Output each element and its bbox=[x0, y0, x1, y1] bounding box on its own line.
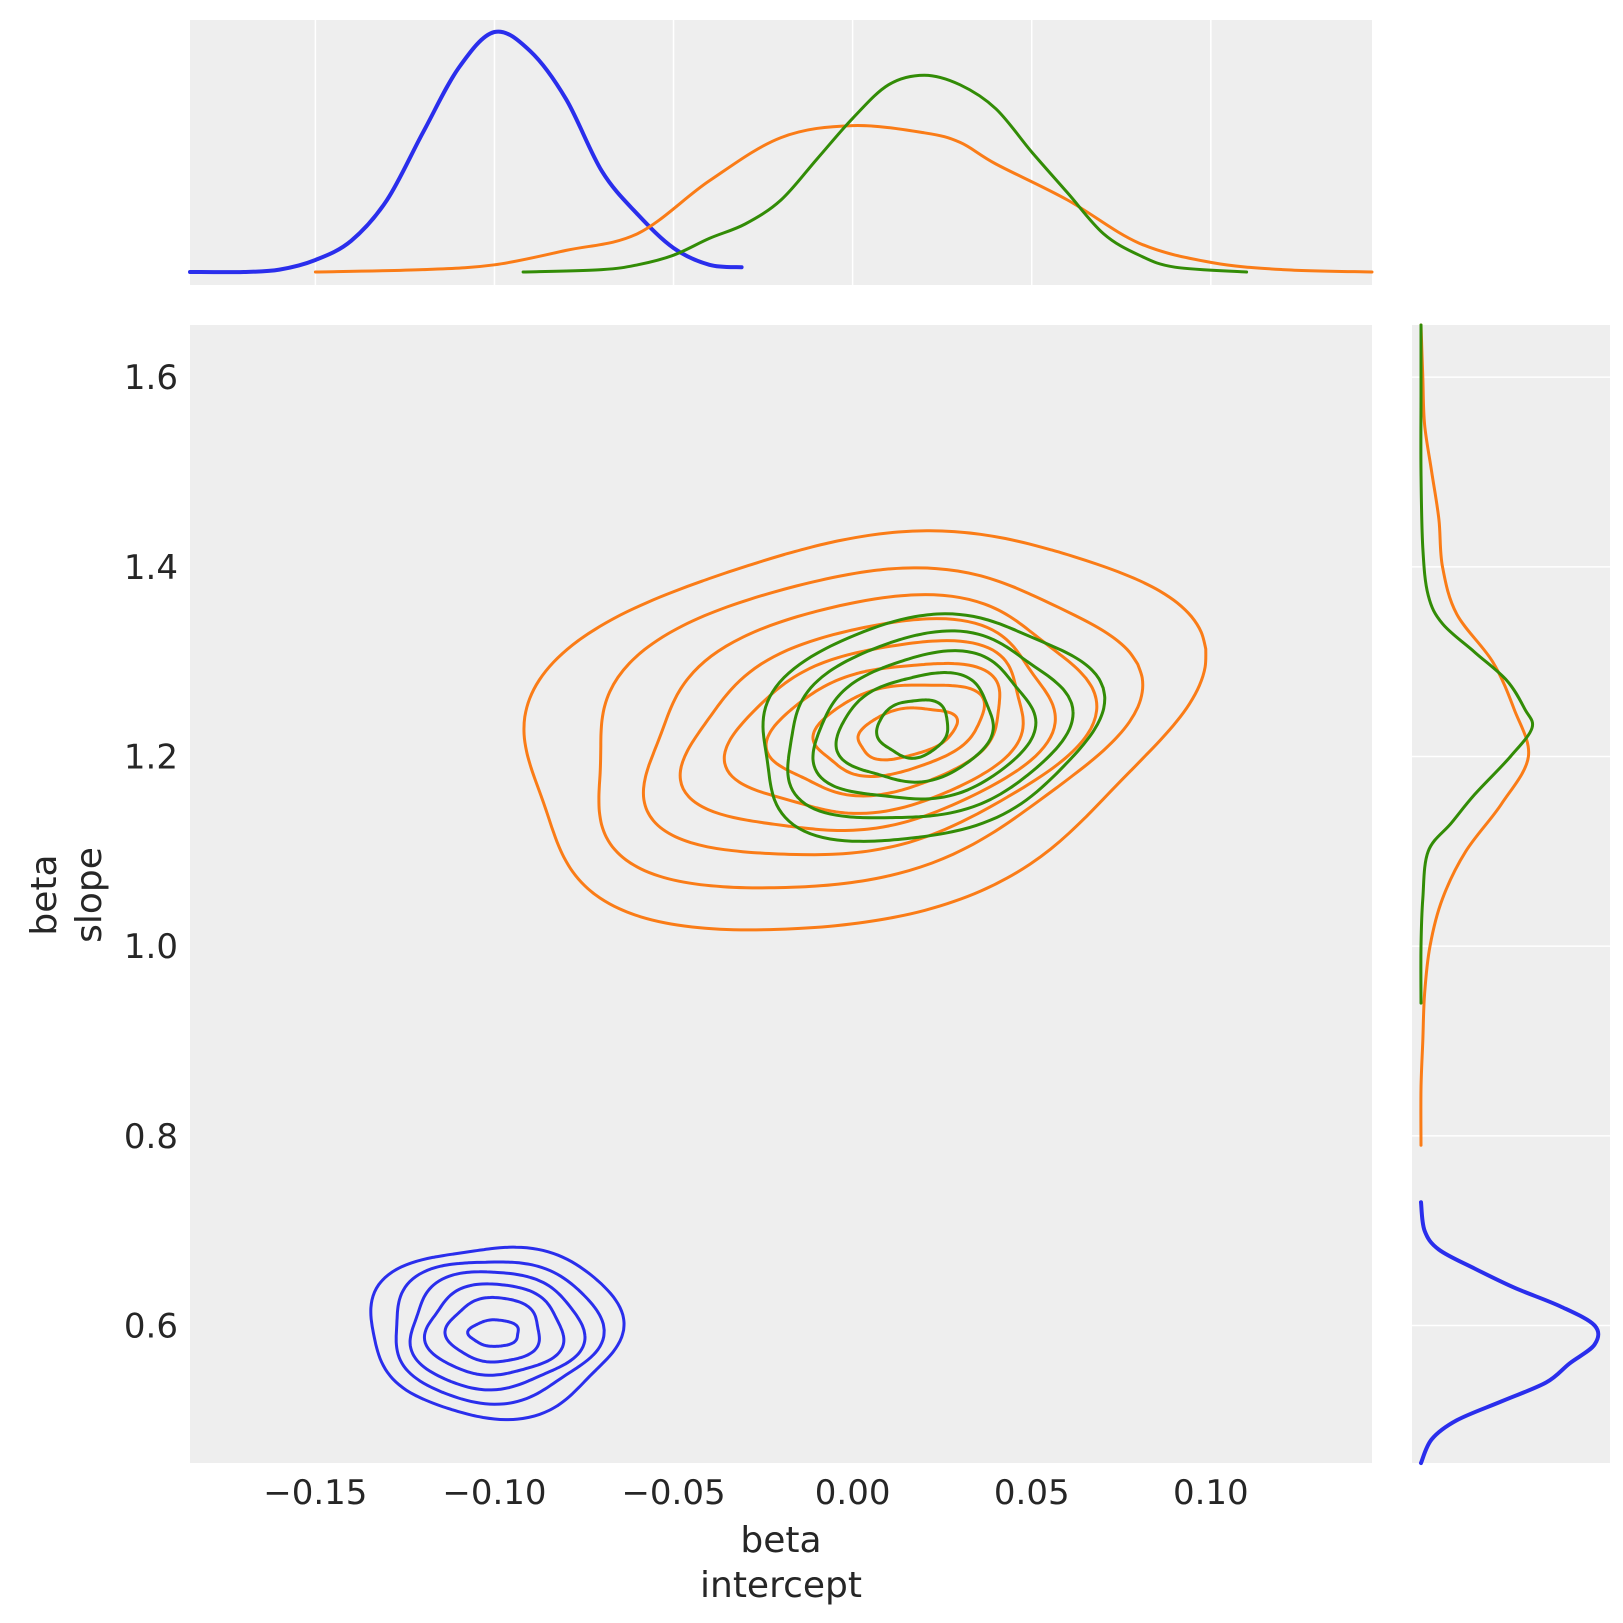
x-axis-title-line2: intercept bbox=[700, 1565, 862, 1606]
y-tick-label: 1.0 bbox=[124, 927, 178, 967]
contour-blue-level-1 bbox=[369, 1245, 626, 1422]
y-axis-title-line2: slope bbox=[69, 847, 110, 943]
y-tick-label: 1.2 bbox=[124, 737, 178, 777]
top-marginal-panel bbox=[190, 20, 1372, 285]
y-tick-label: 1.4 bbox=[124, 548, 178, 588]
right-marginal-curves bbox=[1419, 323, 1601, 1465]
top-marginal-curve-green bbox=[521, 73, 1249, 274]
kde-contours bbox=[369, 529, 1208, 1422]
contour-orange-level-5 bbox=[722, 639, 1025, 815]
top-marginal-curve-orange bbox=[313, 124, 1374, 274]
y-tick-label: 1.6 bbox=[124, 358, 178, 398]
contour-green-level-3 bbox=[811, 649, 1038, 801]
x-tick-label: 0.05 bbox=[994, 1473, 1070, 1513]
contour-green-level-4 bbox=[834, 671, 995, 784]
right-marginal-curve-blue bbox=[1419, 1200, 1601, 1465]
contour-orange-level-4 bbox=[678, 617, 1057, 833]
contour-green-level-5 bbox=[875, 698, 950, 760]
x-tick-label: −0.10 bbox=[442, 1473, 546, 1513]
x-tick-label: 0.00 bbox=[815, 1473, 891, 1513]
y-tick-label: 0.6 bbox=[124, 1306, 178, 1346]
top-marginal-curve-blue bbox=[188, 29, 744, 275]
y-axis-title-line1: beta bbox=[24, 854, 65, 935]
right-marginal-curve-green bbox=[1419, 323, 1535, 1005]
contour-blue-level-5 bbox=[443, 1295, 541, 1364]
contour-orange-level-7 bbox=[811, 683, 986, 778]
contour-blue-level-6 bbox=[466, 1318, 520, 1348]
x-tick-label: 0.10 bbox=[1173, 1473, 1249, 1513]
main-joint-panel bbox=[190, 325, 1372, 1463]
right-marginal-panel bbox=[1412, 325, 1610, 1463]
contour-blue-level-3 bbox=[408, 1270, 587, 1392]
x-tick-label: −0.05 bbox=[621, 1473, 725, 1513]
tick-labels: −0.15 −0.10 −0.05 0.00 0.05 0.10 0.6 0.8 1.0 1.2 1… bbox=[124, 358, 1249, 1513]
top-marginal-curves bbox=[188, 29, 1374, 275]
contour-green-level-1 bbox=[761, 612, 1107, 843]
contour-orange-level-1 bbox=[522, 529, 1208, 932]
contour-blue-level-2 bbox=[394, 1260, 606, 1406]
contour-green-level-2 bbox=[786, 629, 1075, 820]
contour-blue-level-4 bbox=[422, 1282, 566, 1377]
x-axis-title-line1: beta bbox=[740, 1520, 821, 1561]
x-tick-label: −0.15 bbox=[263, 1473, 367, 1513]
contour-orange-level-2 bbox=[597, 566, 1145, 890]
contour-orange-level-3 bbox=[641, 593, 1099, 857]
right-marginal-curve-orange bbox=[1419, 323, 1531, 1147]
y-tick-label: 0.8 bbox=[124, 1117, 178, 1157]
